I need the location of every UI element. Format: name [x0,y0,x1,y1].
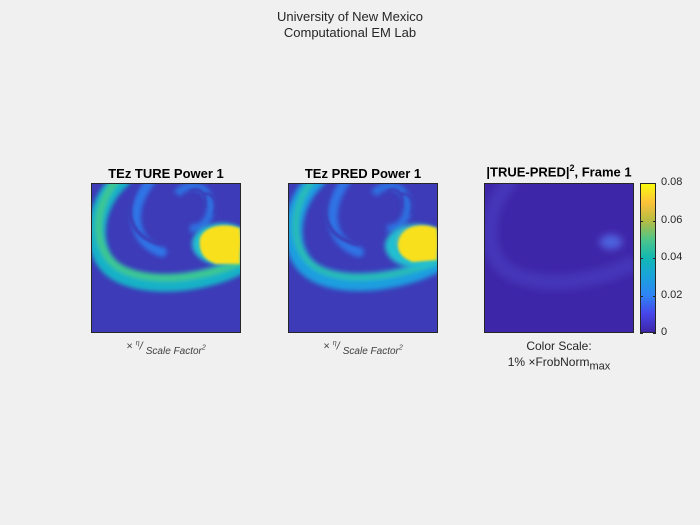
eta-symbol: η [135,340,140,347]
panel-2-field [289,184,437,332]
colorbar-tick-left [640,257,643,259]
colorbar-tick-right [653,182,656,184]
slash-symbol: / [336,340,340,353]
times-symbol: × [323,340,330,353]
times-symbol: × [126,340,133,353]
color-scale-caption: Color Scale: 1% ×FrobNormmax [484,338,634,374]
colorbar-tick-left [640,295,643,297]
panel-1-scale-note: × η/ Scale Factor2 [91,340,241,357]
header-line-1: University of New Mexico [277,9,423,24]
caption-line-2: 1% ×FrobNormmax [507,355,611,373]
figure-header: University of New Mexico Computational E… [0,9,700,41]
panel-1-arc-wave [92,184,240,292]
scale-exponent: 2 [398,344,403,352]
panel-3-error-field [485,184,633,290]
colorbar-tick-label: 0 [661,326,668,338]
panel-2-arc-wave [289,184,437,291]
panel-1-inner-ripples [127,184,218,246]
scale-factor-label: Scale Factor [342,345,399,357]
colorbar-tick-right [653,332,656,334]
colorbar-tick-right [653,220,656,222]
panel-2-hotspot-core [398,225,437,262]
colorbar-tick-label: 0.04 [661,251,683,263]
panel-2-scale-note: × η/ Scale Factor2 [288,340,438,357]
panel-2-title: TEz PRED Power 1 [304,166,422,181]
scale-factor-label: Scale Factor [145,345,202,357]
colorbar-tick-left [640,332,643,334]
panel-3-background [485,184,633,332]
colorbar-tick-left [640,182,643,184]
panel-1-title: TEz TURE Power 1 [108,166,224,181]
panel-2-heatmap [288,183,438,333]
panel-1-heatmap [91,183,241,333]
header-line-2: Computational EM Lab [283,25,417,40]
colorbar-tick-right [653,257,656,259]
panel-3-title: |TRUE-PRED|2, Frame 1 [486,163,632,180]
colorbar-tick-label: 0.06 [661,214,683,226]
panel-1-field [92,184,240,332]
scale-exponent: 2 [201,344,206,352]
colorbar-tick-left [640,220,643,222]
caption-line-1: Color Scale: [526,339,592,353]
colorbar-tick-label: 0.08 [661,176,683,188]
slash-symbol: / [139,340,143,353]
panel-2-inner-ripples [322,184,415,246]
panel-3-heatmap [484,183,634,333]
panel-1-hotspot-core [199,225,240,264]
panel-3-field [485,184,633,332]
colorbar-tick-label: 0.02 [661,289,683,301]
eta-symbol: η [332,340,337,347]
colorbar-tick-right [653,295,656,297]
